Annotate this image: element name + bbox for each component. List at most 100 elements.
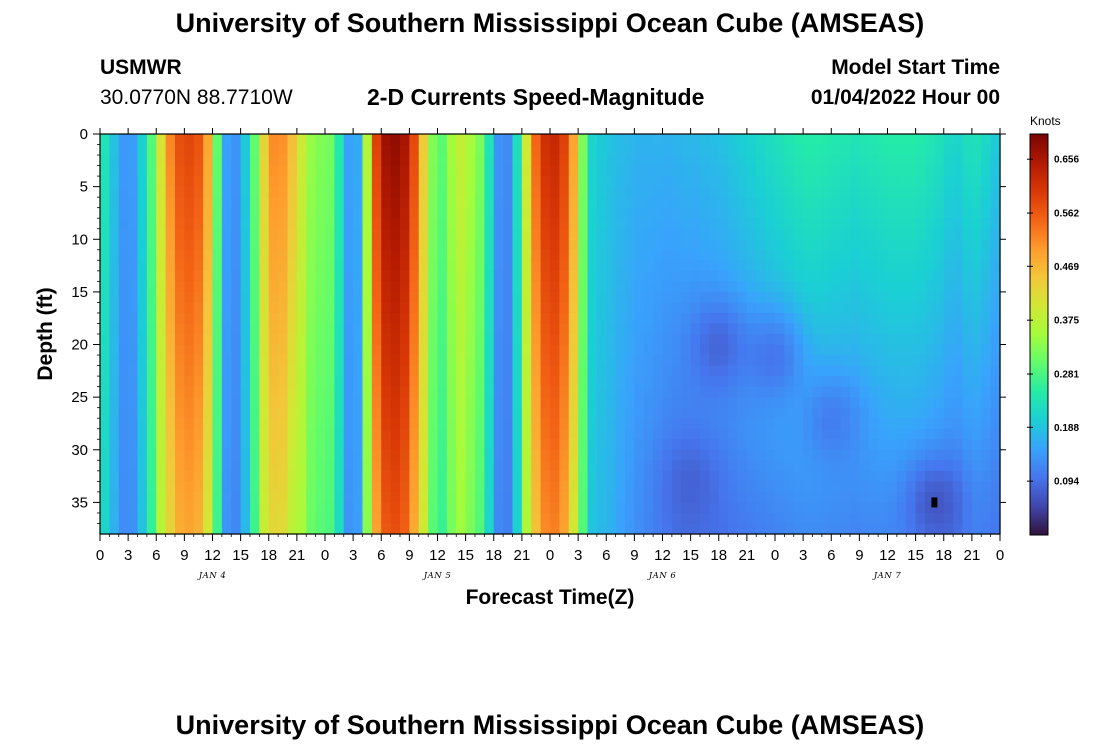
heat-cell xyxy=(962,239,973,251)
heat-cell xyxy=(812,460,823,472)
heat-cell xyxy=(671,270,682,282)
heat-cell xyxy=(203,249,214,261)
heat-cell xyxy=(146,155,157,167)
heat-cell xyxy=(278,449,289,461)
heat-cell xyxy=(381,281,392,293)
heat-cell xyxy=(887,281,898,293)
heat-cell xyxy=(718,186,729,198)
heat-cell xyxy=(662,323,673,335)
heat-cell xyxy=(925,165,935,177)
heat-cell xyxy=(287,523,298,535)
heat-cell xyxy=(409,344,420,356)
heat-cell xyxy=(118,323,129,335)
heat-cell xyxy=(615,460,626,472)
heat-cell xyxy=(803,144,814,156)
heat-cell xyxy=(493,291,504,304)
heat-cell xyxy=(118,334,129,346)
heat-cell xyxy=(850,249,860,261)
heat-cell xyxy=(625,512,635,525)
heat-cell xyxy=(662,355,673,367)
heat-cell xyxy=(325,228,335,240)
heat-cell xyxy=(418,334,429,346)
heat-cell xyxy=(746,207,757,219)
heat-cell xyxy=(437,165,448,177)
heat-cell xyxy=(559,470,570,482)
heat-cell xyxy=(521,323,532,335)
heat-cell xyxy=(756,207,767,219)
heat-cell xyxy=(746,449,757,461)
heat-cell xyxy=(934,365,945,377)
heat-cell xyxy=(578,155,589,167)
heat-cell xyxy=(653,365,664,377)
heat-cell xyxy=(259,439,270,451)
heat-cell xyxy=(212,407,223,419)
heat-cell xyxy=(212,302,223,314)
heat-cell xyxy=(587,302,598,314)
heat-cell xyxy=(859,260,870,272)
heat-cell xyxy=(550,481,560,493)
heat-cell xyxy=(990,228,1001,240)
heat-cell xyxy=(896,502,907,514)
heat-cell xyxy=(512,428,523,440)
heat-cell xyxy=(690,481,701,493)
heat-cell xyxy=(596,491,607,504)
heat-cell xyxy=(671,291,682,304)
heat-cell xyxy=(221,344,232,356)
heat-cell xyxy=(934,376,945,388)
heat-cell xyxy=(521,155,532,167)
heat-cell xyxy=(146,512,157,525)
heat-cell xyxy=(653,197,664,209)
heat-cell xyxy=(137,386,148,398)
heat-cell xyxy=(550,407,560,419)
heat-cell xyxy=(878,407,889,419)
heat-cell xyxy=(456,491,467,504)
heat-cell xyxy=(446,334,457,346)
heat-cell xyxy=(250,197,260,209)
heat-cell xyxy=(831,418,842,430)
heat-cell xyxy=(334,260,345,272)
heat-cell xyxy=(334,491,345,504)
heat-cell xyxy=(756,502,767,514)
heat-cell xyxy=(250,481,260,493)
heat-cell xyxy=(175,344,185,356)
heat-cell xyxy=(240,323,251,335)
heat-cell xyxy=(681,197,692,209)
heat-cell xyxy=(268,428,279,440)
heat-cell xyxy=(746,239,757,251)
heat-cell xyxy=(118,449,129,461)
heat-cell xyxy=(465,523,476,535)
heat-cell xyxy=(118,386,129,398)
heat-cell xyxy=(606,502,617,514)
heat-cell xyxy=(259,270,270,282)
heat-cell xyxy=(831,386,842,398)
heat-cell xyxy=(287,302,298,314)
heat-cell xyxy=(653,155,664,167)
heat-cell xyxy=(240,249,251,261)
heat-cell xyxy=(193,449,204,461)
model-start-value: 01/04/2022 Hour 00 xyxy=(810,86,1000,109)
heat-cell xyxy=(306,470,317,482)
heat-cell xyxy=(409,270,420,282)
heat-cell xyxy=(456,186,467,198)
colorbar-tick-label: 0.375 xyxy=(1054,316,1079,327)
heat-cell xyxy=(437,397,448,409)
heat-cell xyxy=(503,344,514,356)
heat-cell xyxy=(962,386,973,398)
heat-cell xyxy=(400,428,410,440)
heat-cell xyxy=(428,291,439,304)
heat-cell xyxy=(962,155,973,167)
heat-cell xyxy=(775,291,785,304)
heat-cell xyxy=(334,312,345,325)
heat-cell xyxy=(212,291,223,304)
heat-cell xyxy=(193,281,204,293)
heat-cell xyxy=(943,134,954,146)
heat-cell xyxy=(765,197,776,209)
heat-cell xyxy=(184,249,195,261)
heat-cell xyxy=(484,323,495,335)
heat-cell xyxy=(925,428,935,440)
heat-cell xyxy=(971,460,982,472)
heat-cell xyxy=(418,365,429,377)
heat-cell xyxy=(868,260,879,272)
heat-cell xyxy=(175,418,185,430)
heat-cell xyxy=(690,239,701,251)
